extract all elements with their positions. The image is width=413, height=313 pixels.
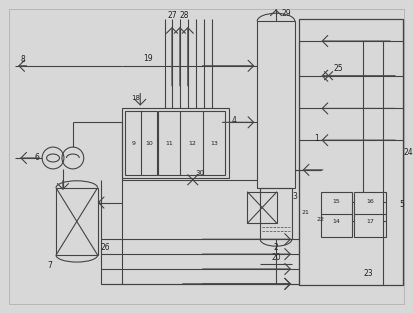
Text: 15: 15 [332, 199, 339, 204]
Text: 11: 11 [165, 141, 173, 146]
Text: 13: 13 [210, 141, 218, 146]
Text: 24: 24 [402, 147, 412, 156]
Text: 20: 20 [271, 253, 280, 262]
Text: 18: 18 [131, 95, 140, 100]
Bar [122, 108, 229, 178]
Text: 1: 1 [313, 134, 318, 143]
Text: 29: 29 [280, 9, 290, 18]
Text: 16: 16 [366, 199, 373, 204]
Text: 30: 30 [195, 170, 204, 176]
Bar [247, 192, 276, 223]
Bar [158, 111, 225, 175]
Text: 14: 14 [332, 219, 339, 224]
Text: 27: 27 [167, 11, 176, 20]
Bar [56, 188, 97, 255]
Text: 26: 26 [100, 243, 110, 252]
Text: 4: 4 [231, 116, 236, 125]
Bar [125, 111, 157, 175]
Text: 28: 28 [179, 11, 188, 20]
Text: 12: 12 [188, 141, 195, 146]
Text: 22: 22 [316, 217, 324, 222]
Text: 5: 5 [399, 200, 404, 209]
Text: 23: 23 [363, 269, 372, 279]
Bar [354, 192, 385, 237]
Text: 10: 10 [145, 141, 153, 146]
Text: 21: 21 [301, 210, 309, 215]
Bar [256, 21, 294, 188]
Text: 19: 19 [143, 54, 153, 63]
Text: 17: 17 [366, 219, 373, 224]
Text: 2: 2 [273, 243, 278, 252]
Bar [320, 192, 351, 237]
Text: 7: 7 [47, 260, 52, 269]
Text: 3: 3 [292, 192, 297, 201]
Bar [298, 19, 402, 285]
Text: 6: 6 [35, 153, 40, 162]
Bar [259, 188, 291, 239]
Text: 9: 9 [131, 141, 135, 146]
Text: 8: 8 [21, 55, 26, 64]
Text: 25: 25 [333, 64, 342, 73]
